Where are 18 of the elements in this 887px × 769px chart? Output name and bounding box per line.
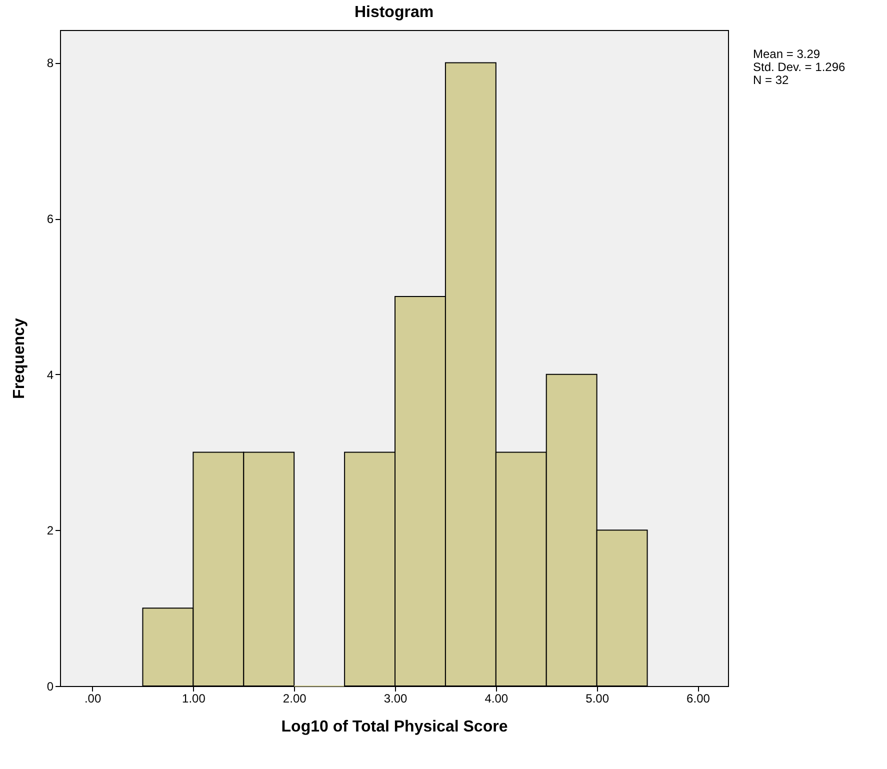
y-tick-label: 2 [46, 524, 54, 538]
y-axis-title: Frequency [10, 318, 28, 399]
x-tick-label: 5.00 [586, 692, 610, 706]
text: N = 32 [753, 73, 790, 87]
x-tick-label: 4.00 [484, 692, 508, 706]
y-tick-label: 4 [46, 368, 54, 382]
y-tick-label: 8 [46, 56, 54, 70]
x-axis-title: Log10 of Total Physical Score [281, 718, 508, 736]
chart-title: Histogram [354, 4, 434, 21]
text: Std. Dev. = 1.296 [753, 60, 846, 74]
x-tick-label: 2.00 [282, 692, 307, 706]
x-tick-label: 3.00 [384, 692, 408, 706]
text: Mean = 3.29 [753, 47, 822, 61]
x-tick-label: .00 [84, 692, 102, 706]
x-tick-label: 1.00 [182, 692, 206, 706]
y-tick-label: 6 [46, 212, 54, 226]
x-tick-label: 6.00 [686, 692, 710, 706]
y-tick-label: 0 [46, 680, 54, 694]
